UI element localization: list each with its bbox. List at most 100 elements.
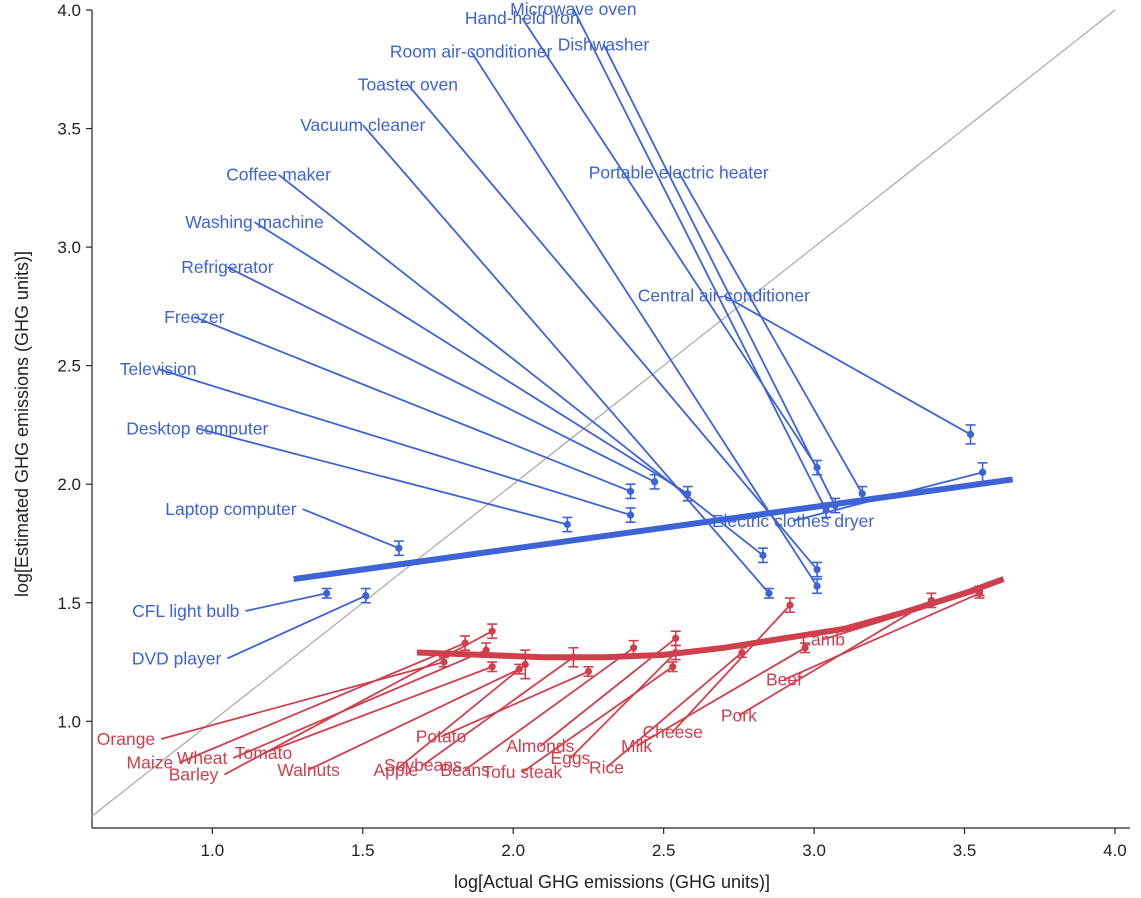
identity-line [91, 9, 1116, 817]
data-point [927, 596, 936, 604]
point-label: Dishwasher [558, 34, 650, 54]
data-point [323, 589, 331, 597]
leader-line [227, 594, 367, 660]
point-label: Desktop computer [126, 418, 268, 438]
point-label: Freezer [164, 307, 224, 327]
leader-line [605, 651, 743, 769]
data-point [801, 644, 809, 652]
leader-line [308, 668, 520, 771]
point-label: Toaster oven [358, 75, 458, 95]
point-label: Pork [721, 705, 757, 725]
point-label: Laptop computer [165, 499, 297, 519]
leader-line [160, 661, 445, 740]
x-axis-title: log[Actual GHG emissions (GHG units)] [454, 872, 770, 892]
leader-line [602, 43, 836, 506]
y-tick-label: 1.5 [57, 594, 81, 613]
data-point [569, 653, 577, 661]
data-point [440, 658, 448, 666]
data-point [831, 501, 839, 510]
y-tick-label: 1.0 [57, 712, 81, 731]
point-label: Room air-conditioner [390, 41, 553, 61]
point-label: Beans [440, 760, 490, 780]
leader-line [636, 647, 806, 747]
point-label: Microwave oven [510, 0, 636, 19]
leader-line [672, 604, 791, 733]
y-tick-label: 2.0 [57, 475, 81, 494]
data-point [813, 582, 821, 590]
leader-line [197, 427, 568, 526]
point-label: Maize [127, 753, 174, 773]
y-tick-label: 3.0 [57, 238, 81, 257]
point-label: Barley [169, 765, 219, 785]
data-point [813, 464, 821, 472]
plot-area: 1.0 1.5 2.0 2.5 3.0 3.5 4.0 1.0 1.5 2.0 2.5 3.0 3.5 4… [57, 0, 1130, 860]
point-label: Potato [416, 727, 467, 747]
leader-line [277, 174, 764, 557]
leader-line [263, 665, 493, 755]
data-point [488, 663, 496, 671]
point-label: Electric clothes dryer [712, 511, 875, 531]
point-label: Refrigerator [181, 257, 274, 277]
leader-line [226, 266, 656, 483]
point-label: Walnuts [277, 760, 340, 780]
point-label: Eggs [550, 748, 590, 768]
data-point [975, 587, 984, 595]
data-point [672, 648, 680, 657]
leader-line [178, 642, 466, 764]
y-tick-label: 3.5 [57, 120, 81, 139]
point-label: Almonds [506, 736, 574, 756]
point-label: Wheat [177, 748, 228, 768]
point-label: Soybeans [384, 755, 462, 775]
leader-line [395, 663, 526, 771]
leader-line [233, 649, 487, 759]
data-point [626, 511, 635, 519]
point-label: Coffee maker [226, 165, 331, 185]
data-point [488, 627, 496, 635]
point-label: Lamb [801, 629, 845, 649]
point-label: Orange [97, 729, 155, 749]
data-point [362, 592, 370, 600]
x-tick-label: 3.5 [953, 841, 977, 860]
point-label: Cheese [643, 722, 703, 742]
point-label: Central air-conditioner [638, 286, 810, 306]
leader-line [464, 647, 635, 771]
x-tick-label: 2.5 [652, 841, 676, 860]
point-label: Milk [621, 736, 652, 756]
data-point [563, 520, 571, 529]
data-point [738, 648, 746, 657]
point-label: Portable electric heater [589, 162, 769, 182]
leader-line [157, 368, 631, 516]
leader-line [569, 651, 677, 759]
leader-line [253, 221, 689, 495]
y-axis-title: log[Estimated GHG emissions (GHG units)] [12, 251, 32, 597]
data-point [813, 565, 821, 574]
leader-line [723, 294, 971, 436]
data-point [651, 478, 659, 486]
leader-line [783, 592, 980, 681]
data-point [966, 430, 975, 439]
data-point [584, 667, 593, 676]
leader-line [302, 508, 400, 550]
x-tick-label: 1.0 [201, 841, 225, 860]
leader-line [440, 670, 589, 738]
leader-line [677, 171, 864, 495]
data-point [395, 544, 403, 552]
data-point [858, 490, 866, 498]
point-label: Apple [373, 760, 418, 780]
point-label: Beef [766, 670, 802, 690]
point-label: Washing machine [185, 212, 323, 232]
data-point [629, 644, 638, 652]
foods-fit-curve [416, 576, 1005, 661]
data-point [669, 663, 677, 671]
point-label: Television [120, 359, 197, 379]
appliances-fit-line [293, 476, 1014, 583]
leader-line [521, 666, 674, 773]
x-tick-label: 2.0 [501, 841, 525, 860]
leader-line [521, 17, 818, 469]
leader-line [572, 8, 827, 511]
point-label: Tofu steak [482, 762, 562, 782]
leader-line [362, 124, 770, 594]
leader-line [470, 50, 818, 587]
data-point [521, 660, 529, 669]
